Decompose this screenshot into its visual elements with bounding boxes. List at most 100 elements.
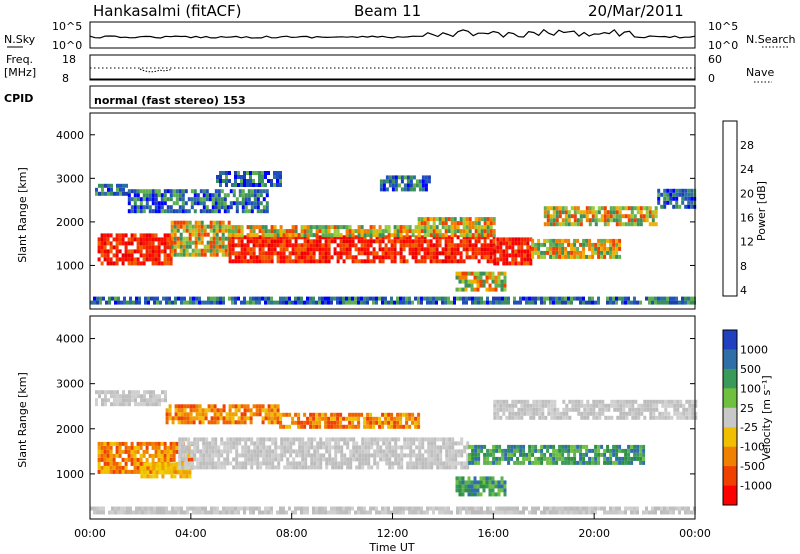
power-cell [151, 261, 155, 266]
power-cell [414, 239, 418, 244]
power-cell [142, 237, 146, 242]
power-cell [250, 205, 254, 210]
power-cell [258, 171, 261, 175]
velocity-cell [252, 412, 256, 417]
power-cell [570, 242, 574, 247]
power-cell [264, 243, 268, 248]
velocity-cell [415, 453, 419, 458]
power-cell [651, 210, 655, 215]
velocity-cell [528, 448, 532, 453]
velocity-cell [603, 506, 606, 511]
velocity-cell [667, 399, 671, 404]
power-cell [264, 259, 268, 264]
power-cell [306, 255, 310, 260]
power-cell [567, 214, 571, 219]
velocity-cell [591, 510, 594, 515]
power-cell [249, 175, 252, 179]
velocity-cell [346, 445, 350, 450]
velocity-cell [170, 462, 174, 467]
power-cell [411, 247, 415, 252]
power-cell [411, 243, 415, 248]
velocity-colorbar-swatch [723, 427, 737, 448]
power-cell [209, 240, 213, 245]
velocity-cell [669, 506, 672, 511]
power-cell [357, 259, 361, 264]
power-cell [100, 249, 104, 254]
power-cell [523, 257, 527, 262]
power-cell [217, 189, 221, 194]
velocity-cell [405, 416, 409, 421]
power-cell [198, 296, 201, 301]
power-cell [237, 183, 240, 187]
velocity-cell [483, 456, 487, 461]
power-cell [221, 220, 225, 225]
velocity-cell [240, 506, 243, 511]
power-cell [378, 235, 382, 240]
power-cell [115, 253, 119, 258]
velocity-cell [448, 441, 452, 446]
power-cell [357, 235, 361, 240]
power-cell [124, 241, 128, 246]
velocity-cell [198, 506, 201, 511]
power-cell [441, 296, 444, 301]
velocity-cell [655, 399, 659, 404]
velocity-cell [106, 469, 110, 474]
velocity-cell [178, 461, 182, 466]
velocity-cell [315, 412, 319, 417]
power-cell [453, 255, 457, 260]
velocity-cell [243, 506, 246, 511]
power-cell [408, 247, 412, 252]
velocity-cell [621, 456, 625, 461]
power-cell [270, 183, 273, 187]
velocity-cell [276, 412, 280, 417]
velocity-cell [513, 506, 516, 511]
power-cell [339, 255, 343, 260]
power-cell [486, 296, 489, 301]
velocity-cell [576, 510, 579, 515]
velocity-cell [211, 465, 215, 470]
velocity-cell [615, 460, 619, 465]
power-cell [505, 241, 509, 246]
velocity-cell [318, 420, 322, 425]
power-cell [300, 233, 304, 238]
power-cell [681, 296, 684, 301]
velocity-cell [450, 510, 453, 515]
power-cell [261, 239, 265, 244]
velocity-cell [234, 412, 238, 417]
velocity-cell [418, 441, 422, 446]
velocity-cell [316, 445, 320, 450]
velocity-cell [315, 420, 319, 425]
power-cell [244, 209, 248, 214]
velocity-cell [161, 390, 164, 395]
velocity-cell [445, 457, 449, 462]
velocity-cell [468, 452, 472, 457]
power-cell [394, 187, 398, 192]
power-cell [360, 233, 364, 238]
power-cell [217, 209, 221, 214]
velocity-cell [270, 404, 274, 409]
power-cell [247, 209, 251, 214]
velocity-cell [531, 452, 535, 457]
power-cell [133, 257, 137, 262]
velocity-cell [300, 510, 303, 515]
velocity-cell [108, 510, 111, 515]
power-cell [549, 300, 552, 305]
velocity-cell [157, 445, 161, 450]
velocity-cell [586, 399, 590, 404]
velocity-cell [334, 445, 338, 450]
velocity-cell [436, 449, 440, 454]
velocity-cell [226, 437, 230, 442]
velocity-cell [624, 448, 628, 453]
velocity-cell [134, 402, 137, 407]
power-cell [502, 241, 506, 246]
power-cell [163, 245, 167, 250]
velocity-cell [342, 416, 346, 421]
velocity-cell [685, 415, 689, 420]
power-cell [264, 183, 267, 187]
power-cell [354, 247, 358, 252]
power-cell [177, 296, 180, 301]
velocity-cell [405, 506, 408, 511]
power-cell [282, 296, 285, 301]
power-cell [675, 296, 678, 301]
power-cell [321, 296, 324, 301]
